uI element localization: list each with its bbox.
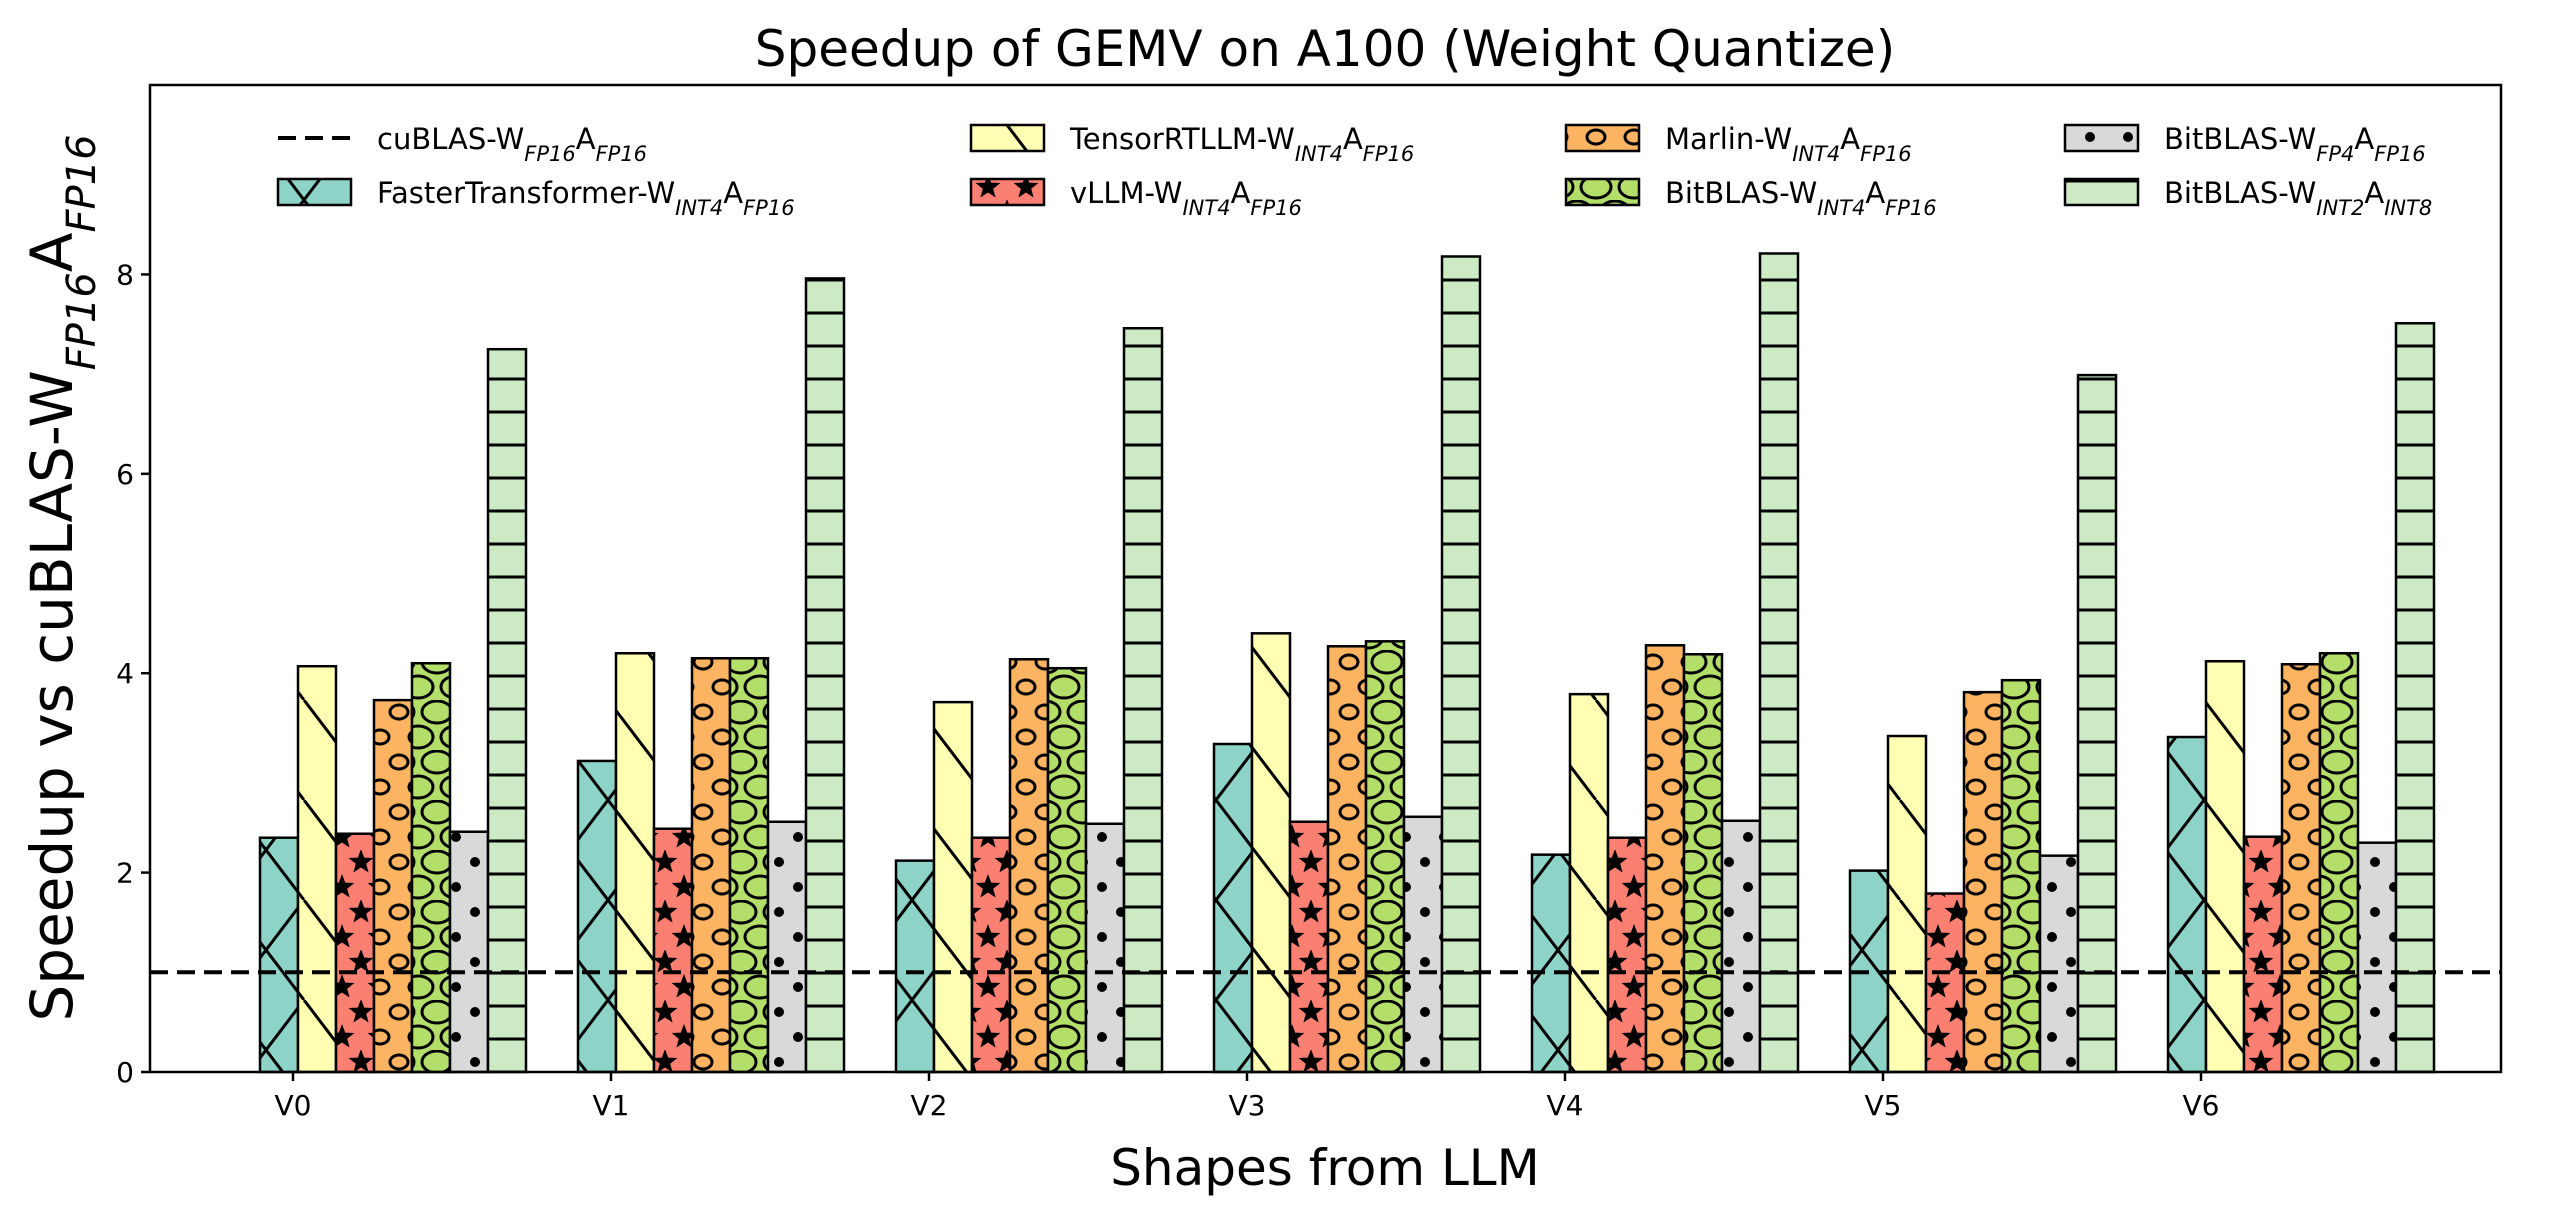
legend-swatch <box>969 123 1046 153</box>
legend-swatch <box>2063 177 2140 207</box>
legend-entry-1: FasterTransformer-WINT4AFP16 <box>276 176 795 220</box>
legend-label: cuBLAS-WFP16AFP16 <box>377 122 647 166</box>
bar-v2-series-0 <box>894 859 936 1074</box>
bar-v4-series-0 <box>1530 853 1572 1074</box>
legend-entry-5: BitBLAS-WINT4AFP16 <box>1564 176 1937 220</box>
x-tick-label: V0 <box>275 1089 312 1122</box>
legend-label: TensorRTLLM-WINT4AFP16 <box>1069 122 1414 166</box>
legend-entry-4: Marlin-WINT4AFP16 <box>1564 122 1912 166</box>
x-axis-label: Shapes from LLM <box>1110 1139 1540 1197</box>
plot-frame <box>148 83 2503 1074</box>
legend-entry-7: BitBLAS-WINT2AINT8 <box>2063 176 2432 220</box>
legend-label: Marlin-WINT4AFP16 <box>1665 122 1912 166</box>
bar-v1-series-6 <box>804 277 846 1074</box>
legend-swatch <box>1564 123 1641 153</box>
bar-v5-series-4 <box>2000 678 2042 1074</box>
bar-v4-series-5 <box>1720 819 1762 1074</box>
legend-swatch <box>276 177 353 207</box>
bar-v6-series-6 <box>2394 322 2436 1074</box>
bar-v1-series-0 <box>576 759 618 1074</box>
bar-v0-series-2 <box>334 832 376 1074</box>
bar-v4-series-6 <box>1758 252 1800 1074</box>
bar-v6-series-3 <box>2280 662 2322 1074</box>
bar-v4-series-2 <box>1606 836 1648 1074</box>
x-tick-label: V5 <box>1865 1089 1902 1122</box>
bar-v6-series-2 <box>2242 835 2284 1074</box>
legend-swatch <box>1564 177 1641 207</box>
legend: cuBLAS-WFP16AFP16 FasterTransformer-WINT4… <box>276 122 2432 220</box>
legend-entry-3: vLLM-WINT4AFP16 <box>969 176 1302 220</box>
bar-v5-series-6 <box>2076 373 2118 1074</box>
bar-v1-series-2 <box>652 827 694 1074</box>
bar-v3-series-1 <box>1250 632 1292 1074</box>
bar-v2-series-4 <box>1046 666 1088 1074</box>
legend-label: FasterTransformer-WINT4AFP16 <box>377 176 795 220</box>
y-tick-label: 0 <box>116 1056 134 1089</box>
legend-label: BitBLAS-WINT4AFP16 <box>1665 176 1937 220</box>
x-tick-label: V6 <box>2183 1089 2220 1122</box>
x-tick-label: V2 <box>911 1089 948 1122</box>
bar-v1-series-1 <box>614 652 656 1074</box>
y-axis-label: Speedup vs cuBLAS-WFP16AFP16 <box>18 134 105 1021</box>
bar-v3-series-6 <box>1440 255 1482 1074</box>
bar-v4-series-4 <box>1682 653 1724 1074</box>
bar-v2-series-2 <box>970 836 1012 1074</box>
bar-v4-series-3 <box>1644 644 1686 1074</box>
bar-v3-series-4 <box>1364 640 1406 1074</box>
bar-v4-series-1 <box>1568 692 1610 1074</box>
bar-v0-series-6 <box>486 347 528 1074</box>
bar-v1-series-4 <box>728 657 770 1074</box>
bar-v0-series-1 <box>296 664 338 1074</box>
bar-v2-series-5 <box>1084 822 1126 1074</box>
y-tick-label: 2 <box>116 857 134 890</box>
chart-title: Speedup of GEMV on A100 (Weight Quantize… <box>755 20 1895 78</box>
bar-v3-series-3 <box>1326 645 1368 1074</box>
bar-v0-series-0 <box>258 836 300 1074</box>
bar-v2-series-6 <box>1122 327 1164 1074</box>
bar-v1-series-5 <box>766 820 808 1074</box>
legend-swatch <box>2063 123 2140 153</box>
legend-entry-0: cuBLAS-WFP16AFP16 <box>278 122 647 166</box>
x-tick-label: V1 <box>593 1089 630 1122</box>
y-tick-label: 4 <box>116 657 134 690</box>
x-tick-label: V3 <box>1229 1089 1266 1122</box>
bar-v6-series-0 <box>2166 735 2208 1074</box>
bar-v0-series-4 <box>410 661 452 1074</box>
legend-label: vLLM-WINT4AFP16 <box>1070 176 1302 220</box>
bar-v5-series-3 <box>1962 690 2004 1074</box>
bar-v3-series-2 <box>1288 820 1330 1074</box>
bar-v6-series-1 <box>2204 659 2246 1074</box>
bar-v5-series-1 <box>1886 734 1928 1074</box>
legend-label: BitBLAS-WINT2AINT8 <box>2164 176 2432 220</box>
axes-layer: 0 2 4 6 8 V0 V1 V2 V3 V4 V5 V6 <box>116 83 2503 1122</box>
bar-v3-series-0 <box>1212 742 1254 1074</box>
bars-layer <box>150 252 2501 1074</box>
legend-label: BitBLAS-WFP4AFP16 <box>2164 122 2426 166</box>
bar-v5-series-5 <box>2038 854 2080 1074</box>
y-tick-label: 8 <box>116 258 134 291</box>
bar-v5-series-2 <box>1924 892 1966 1074</box>
bar-v2-series-3 <box>1008 658 1050 1074</box>
bar-v6-series-4 <box>2318 652 2360 1074</box>
legend-swatch <box>969 177 1046 207</box>
bar-v0-series-5 <box>448 830 490 1074</box>
bar-v0-series-3 <box>372 698 414 1074</box>
y-tick-label: 6 <box>116 458 134 491</box>
legend-entry-2: TensorRTLLM-WINT4AFP16 <box>969 122 1414 166</box>
bar-v3-series-5 <box>1402 815 1444 1074</box>
bar-v2-series-1 <box>932 700 974 1074</box>
x-tick-label: V4 <box>1547 1089 1584 1122</box>
bar-v1-series-3 <box>690 657 732 1074</box>
legend-entry-6: BitBLAS-WFP4AFP16 <box>2063 122 2426 166</box>
bar-v6-series-5 <box>2356 841 2398 1074</box>
